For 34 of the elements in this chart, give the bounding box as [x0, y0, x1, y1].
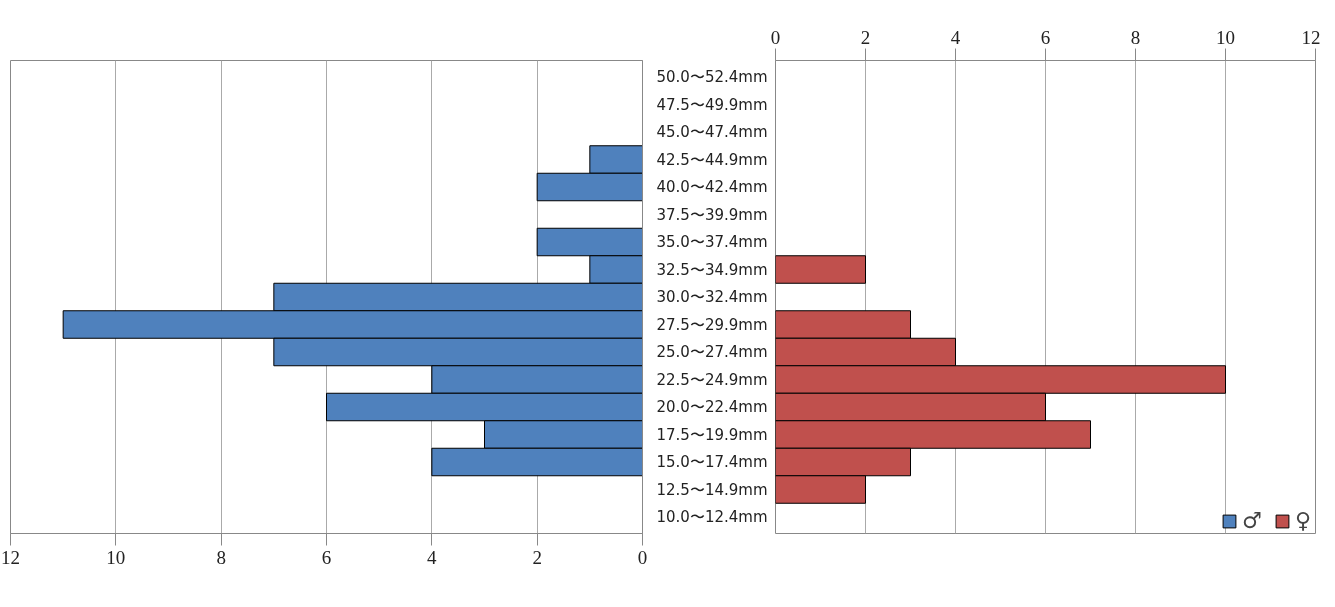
- y-tick-label: 45.0〜47.4mm: [656, 123, 768, 141]
- x-tick-label: 2: [860, 26, 871, 48]
- y-tick-label: 12.5〜14.9mm: [656, 480, 768, 499]
- y-tick-label: 32.5〜34.9mm: [656, 260, 768, 279]
- y-tick-label: 35.0〜37.4mm: [656, 233, 768, 251]
- x-tick-label: 0: [770, 26, 781, 48]
- x-tick-label: 6: [321, 546, 332, 568]
- y-tick-label: 20.0〜22.4mm: [656, 398, 768, 416]
- y-tick-label: 10.0〜12.4mm: [656, 508, 768, 526]
- y-tick-label: 22.5〜24.9mm: [656, 370, 768, 389]
- y-tick-label: 37.5〜39.9mm: [656, 205, 768, 224]
- y-tick-label: 30.0〜32.4mm: [656, 288, 768, 306]
- x-tick-label: 4: [427, 546, 438, 568]
- y-tick-label: 40.0〜42.4mm: [656, 178, 768, 196]
- x-tick-label: 0: [637, 546, 648, 568]
- y-tick-label: 17.5〜19.9mm: [656, 425, 768, 444]
- x-tick-label: 12: [1301, 26, 1321, 48]
- x-tick-label: 10: [1216, 26, 1235, 48]
- x-tick-label: 8: [216, 546, 226, 568]
- x-tick-label: 8: [1130, 26, 1141, 48]
- y-tick-label: 47.5〜49.9mm: [656, 95, 768, 114]
- x-tick-label: 6: [1040, 26, 1051, 48]
- y-tick-label: 27.5〜29.9mm: [656, 315, 768, 334]
- y-tick-label: 42.5〜44.9mm: [656, 150, 768, 169]
- y-tick-label: 25.0〜27.4mm: [656, 343, 768, 361]
- legend-label: ♀: [1295, 508, 1313, 533]
- y-tick-label: 15.0〜17.4mm: [656, 453, 768, 471]
- legend-label: ♂: [1242, 508, 1262, 533]
- x-tick-label: 2: [532, 546, 542, 568]
- x-tick-label: 4: [950, 26, 961, 48]
- x-tick-label: 12: [1, 546, 20, 568]
- y-tick-label: 50.0〜52.4mm: [656, 68, 768, 86]
- bar: [775, 255, 866, 284]
- x-tick-label: 10: [106, 546, 126, 568]
